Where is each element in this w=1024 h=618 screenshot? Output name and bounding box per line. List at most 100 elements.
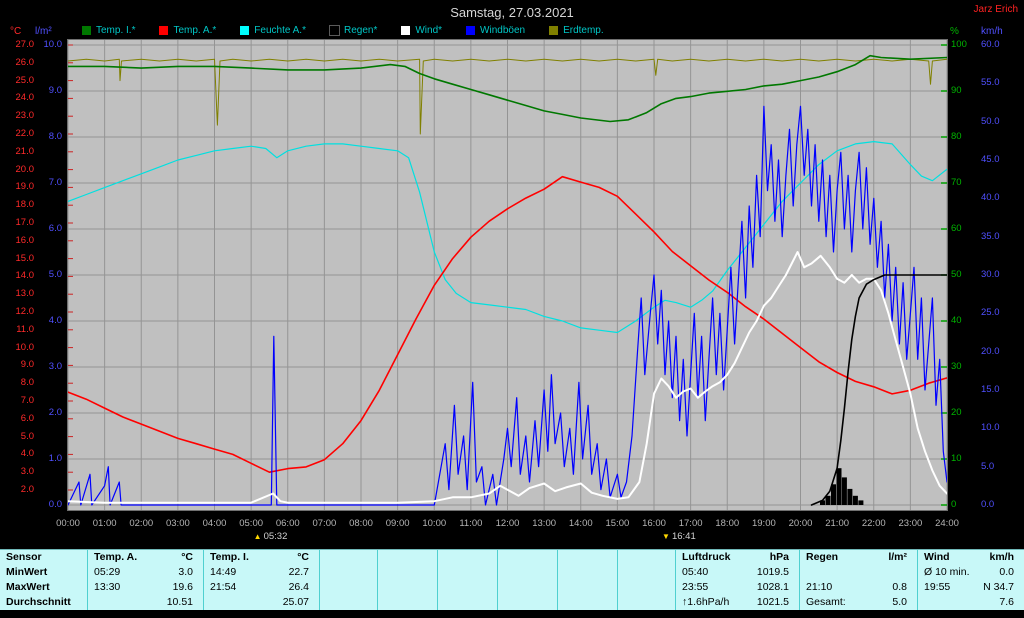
- stat-value-cell: 7.6: [999, 596, 1014, 608]
- temp-axis-tick: 16.0: [15, 234, 35, 246]
- stat-value-cell: Gesamt:: [806, 596, 846, 608]
- time-axis-tick: 06:00: [275, 518, 300, 529]
- legend-label: Regen*: [343, 25, 378, 36]
- wind-axis-tick: 60.0: [981, 39, 1000, 50]
- time-axis-tick: 22:00: [861, 518, 886, 529]
- time-axis-tick: 14:00: [568, 518, 593, 529]
- temp-axis-tick: 23.0: [15, 110, 35, 122]
- stat-value-cell: 0.0: [999, 566, 1014, 578]
- axis-unit-humidity: %: [950, 26, 959, 37]
- rain-axis-tick: 0.0: [48, 499, 62, 510]
- legend-swatch-icon: [329, 26, 339, 35]
- temp-axis-tick: 12.0: [15, 306, 35, 317]
- stat-value-cell: [800, 565, 860, 580]
- temp-axis-tick: 6.0: [20, 412, 34, 424]
- sunrise-marker: ▲ 05:32: [254, 531, 288, 542]
- temp-axis-tick: 19.0: [15, 181, 35, 193]
- rain-axis-tick: 10.0: [43, 39, 63, 50]
- legend-item-feuchtea: Feuchte A.*: [240, 25, 306, 36]
- axis-unit-temp: °C: [10, 26, 22, 37]
- time-axis-tick: 01:00: [92, 518, 117, 529]
- legend-label: Wind*: [415, 25, 443, 36]
- humidity-axis-tick: 0: [951, 499, 957, 510]
- stat-value-cell: 5.0: [860, 595, 918, 610]
- stat-value-cell: 14:49: [210, 566, 237, 578]
- rain-axis-tick: 8.0: [48, 131, 62, 142]
- stat-header-cell: [438, 550, 498, 565]
- stat-value-cell: 21:10: [806, 581, 833, 593]
- temp-axis-tick: 9.0: [20, 359, 34, 371]
- chart-plot-area: [68, 40, 947, 510]
- temp-axis-tick: 4.0: [20, 448, 34, 460]
- legend-label: Temp. A.*: [173, 25, 217, 36]
- stat-value-cell: Durchschnitt: [0, 595, 88, 610]
- temp-axis-tick: 5.0: [20, 430, 34, 442]
- time-axis-tick: 04:00: [202, 518, 227, 529]
- rain-axis-tick: 9.0: [48, 85, 62, 96]
- stat-value-cell: 3.0: [148, 565, 204, 580]
- rain-axis-tick: 6.0: [48, 223, 62, 234]
- series-temp--i-: [68, 54, 947, 123]
- legend-label: Feuchte A.*: [254, 25, 306, 36]
- stat-value-cell: [378, 565, 438, 580]
- temp-axis-tick: 14.0: [15, 270, 35, 282]
- temp-axis-tick: 24.0: [15, 92, 35, 104]
- stat-value-cell: [320, 595, 378, 610]
- series-temp--a-: [68, 175, 947, 474]
- stat-value-cell: [558, 595, 618, 610]
- stat-value-cell: [378, 595, 438, 610]
- wind-axis-tick: 40.0: [981, 192, 1000, 204]
- legend-label: Erdtemp.: [563, 25, 604, 36]
- stat-value-cell: [320, 580, 378, 595]
- humidity-axis-tick: 80: [951, 131, 962, 142]
- page-title: Samstag, 27.03.2021: [450, 5, 574, 20]
- wind-axis-tick: 0.0: [981, 499, 995, 510]
- stat-value-cell: ↑1.6hPa/h: [682, 596, 730, 608]
- stat-header-cell: °C: [264, 550, 320, 565]
- stat-value-cell: Ø 10 min.: [924, 566, 970, 578]
- stat-value-cell: [558, 580, 618, 595]
- humidity-axis-tick: 20: [951, 407, 962, 418]
- stat-value-cell: [498, 580, 558, 595]
- stat-value-cell: MaxWert: [0, 580, 88, 595]
- stat-value-cell: 05:29: [94, 566, 121, 578]
- time-axis-tick: 20:00: [788, 518, 813, 529]
- rain-bar: [847, 488, 853, 505]
- series-regen-kumuliert: [810, 274, 947, 506]
- time-axis-tick: 07:00: [312, 518, 337, 529]
- legend-item-wind: Wind*: [401, 25, 442, 36]
- stat-header-cell: Temp. A.: [94, 551, 138, 563]
- time-axis-tick: 24:00: [935, 518, 959, 529]
- time-axis-tick: 23:00: [898, 518, 923, 529]
- legend-label: Temp. I.*: [96, 25, 136, 36]
- stat-value-cell: 0.8: [860, 580, 918, 595]
- wind-axis-tick: 25.0: [981, 307, 1000, 319]
- series-feuchte-a-: [68, 140, 947, 334]
- wind-axis-tick: 45.0: [981, 154, 1000, 165]
- sun-time-label: 05:32: [263, 531, 288, 542]
- stat-value-cell: 26.4: [264, 580, 320, 595]
- stat-value-cell: 22.7: [264, 565, 320, 580]
- rain-bar: [831, 484, 836, 505]
- temp-axis-tick: 18.0: [15, 199, 35, 211]
- sun-time-label: 16:41: [671, 531, 696, 542]
- time-axis-tick: 18:00: [715, 518, 740, 529]
- time-axis-tick: 13:00: [532, 518, 557, 529]
- time-axis-tick: 09:00: [385, 518, 410, 529]
- rain-axis-tick: 4.0: [48, 315, 62, 326]
- stat-value-cell: [618, 580, 676, 595]
- humidity-axis-tick: 40: [951, 315, 962, 326]
- stat-value-cell: [378, 580, 438, 595]
- legend-item-tempa: Temp. A.*: [159, 25, 216, 36]
- stat-value-cell: [618, 595, 676, 610]
- sun-icon: ▼: [662, 532, 670, 541]
- axis-unit-rain: l/m²: [35, 26, 52, 37]
- legend-swatch-icon: [240, 26, 250, 35]
- legend-swatch-icon: [401, 26, 411, 35]
- legend-swatch-icon: [466, 26, 476, 35]
- humidity-axis-tick: 100: [951, 39, 967, 50]
- legend-item-erdtemp: Erdtemp.: [549, 25, 604, 36]
- station-name: Jarz Erich: [973, 4, 1018, 15]
- time-axis-tick: 00:00: [56, 518, 80, 529]
- series-wind: [68, 251, 947, 504]
